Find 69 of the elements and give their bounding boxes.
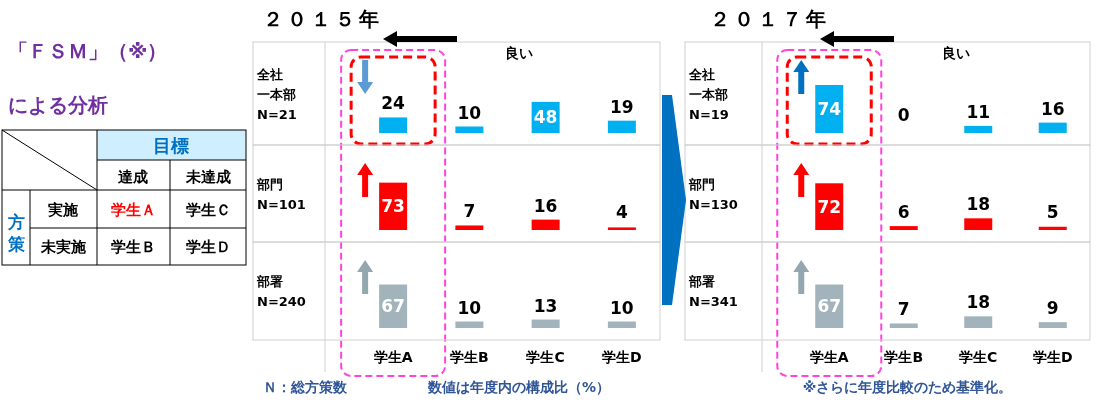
text: 数値は年度内の構成比（%） [427, 379, 611, 395]
text: 未達成 [184, 168, 231, 186]
data-label: 0 [897, 105, 910, 125]
data-label: 10 [457, 102, 482, 123]
x-tick-label: 学生C [526, 349, 565, 365]
data-label: 6 [897, 202, 910, 222]
bar [455, 126, 484, 133]
y-axis-title: 部門 N=130 [688, 176, 738, 212]
bar [607, 120, 636, 133]
text: 「ＦＳＭ」（※） [8, 39, 168, 63]
bar [889, 323, 918, 328]
text: 学生Ｃ [185, 201, 231, 219]
data-label: 5 [1046, 202, 1059, 222]
data-label: 72 [817, 196, 842, 217]
data-label: 13 [533, 295, 558, 316]
text: 学生Ａ [110, 201, 156, 219]
x-tick-label: 学生C [959, 349, 998, 365]
y-axis-title: 全社一本部 N=19 [688, 66, 729, 122]
data-label: 11 [966, 101, 991, 122]
text: 学生Ｄ [185, 238, 231, 256]
data-label: 67 [817, 296, 842, 317]
data-label: 48 [533, 107, 558, 128]
data-label: 74 [817, 99, 842, 119]
data-label: 16 [1040, 98, 1065, 119]
text: 良い [942, 45, 970, 61]
bar [379, 117, 408, 133]
data-label: 67 [381, 296, 405, 317]
bar [607, 227, 636, 230]
x-tick-label: 学生B [450, 349, 489, 365]
x-tick-label: 学生A [373, 349, 413, 365]
data-label: 10 [457, 297, 482, 318]
data-label: 18 [966, 292, 991, 313]
text: Ｎ：総方策数 [263, 379, 348, 395]
text: 目標 [153, 135, 189, 156]
y-axis-title: 部署 N=240 [256, 274, 306, 309]
text: 達成 [117, 168, 148, 186]
text: 未実施 [39, 238, 87, 256]
data-label: 10 [610, 297, 634, 318]
data-label: 7 [463, 201, 476, 222]
bar [889, 226, 918, 230]
bar [531, 219, 560, 230]
y-axis-title: 全社一本部 N=21 [256, 66, 297, 122]
text: 実施 [47, 201, 79, 219]
data-label: 16 [533, 195, 558, 216]
x-tick-label: 学生A [809, 349, 849, 365]
y-axis-title: 部署 N=341 [688, 274, 738, 309]
x-tick-label: 学生D [1032, 349, 1073, 365]
bar [964, 316, 993, 328]
chart-title: ２０１７年 [710, 7, 830, 31]
data-label: 24 [381, 93, 406, 114]
text: 方策 [6, 212, 25, 254]
bar [455, 225, 484, 230]
data-label: 4 [615, 202, 628, 222]
text: ※さらに年度比較のため基準化。 [802, 379, 1013, 395]
data-label: 9 [1046, 298, 1059, 319]
data-label: 7 [897, 299, 910, 320]
data-label: 19 [610, 96, 634, 117]
bar [1038, 226, 1067, 230]
chart-title: ２０１５年 [263, 7, 383, 31]
x-tick-label: 学生D [602, 349, 642, 365]
data-label: 18 [966, 194, 991, 215]
bar [964, 218, 993, 230]
bar [1038, 322, 1067, 328]
x-tick-label: 学生B [884, 349, 924, 365]
text: 良い [505, 45, 533, 61]
text: による分析 [8, 93, 108, 117]
y-axis-title: 部門 N=101 [256, 176, 306, 212]
data-label: 73 [381, 196, 405, 217]
text: 学生Ｂ [110, 238, 156, 256]
